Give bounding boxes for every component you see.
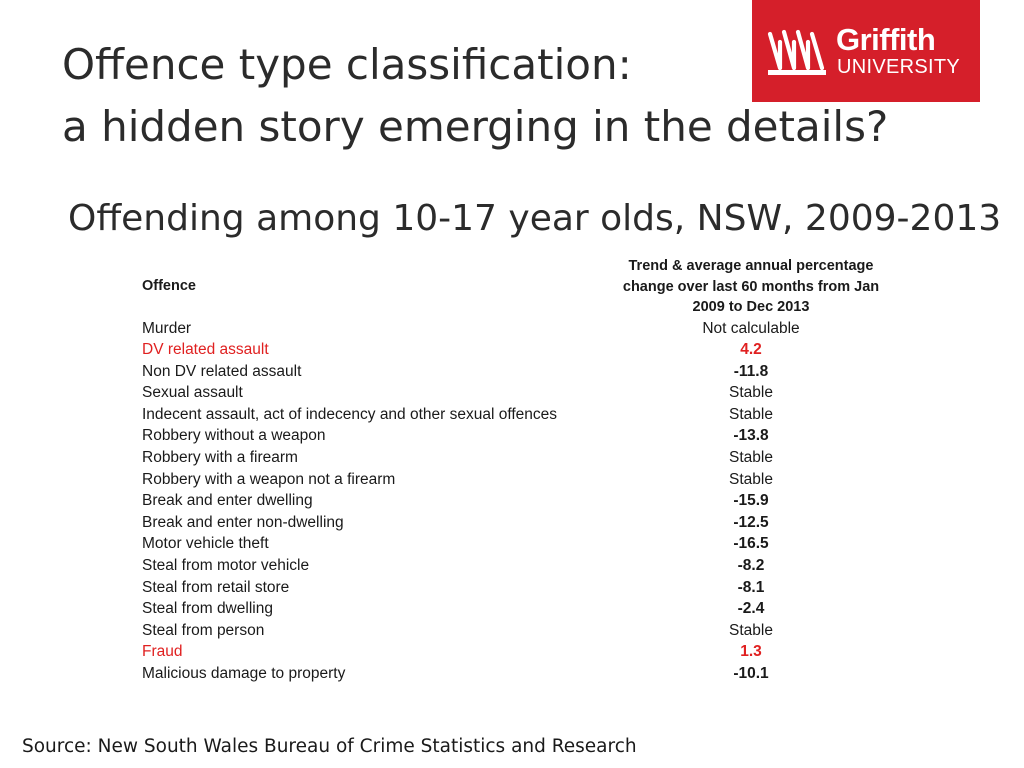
offence-cell: Non DV related assault (142, 362, 302, 380)
table-row: Robbery with a weapon not a firearm Stabl… (138, 469, 896, 491)
trend-cell: -13.8 (733, 427, 769, 445)
offence-cell: Steal from dwelling (142, 600, 273, 618)
table-row: Indecent assault, act of indecency and o… (138, 404, 896, 426)
slide-title: Offence type classification: a hidden st… (62, 34, 888, 158)
table-row: Sexual assault Stable (138, 382, 896, 404)
table-row: Robbery without a weapon -13.8 (138, 425, 896, 447)
trend-cell: Not calculable (702, 319, 800, 337)
offence-cell: Sexual assault (142, 384, 243, 402)
table-row: Steal from person Stable (138, 620, 896, 642)
offence-trend-table: Offence Trend & average annual percentag… (138, 256, 896, 685)
table-row: Break and enter dwelling -15.9 (138, 490, 896, 512)
trend-cell: Stable (729, 621, 773, 639)
header-trend: Trend & average annual percentage change… (622, 258, 880, 315)
offence-cell: Robbery with a weapon not a firearm (142, 470, 396, 488)
griffith-emblem-icon (767, 29, 826, 75)
offence-cell: Indecent assault, act of indecency and o… (142, 405, 558, 423)
trend-cell: Stable (729, 405, 773, 423)
trend-cell: -10.1 (733, 665, 769, 682)
table-row: Steal from motor vehicle -8.2 (138, 555, 896, 577)
table-row: Robbery with a firearm Stable (138, 447, 896, 469)
table-row: DV related assault 4.2 (138, 339, 896, 361)
offence-cell: Robbery without a weapon (142, 427, 326, 445)
offence-cell: Robbery with a firearm (142, 449, 298, 467)
trend-cell: -12.5 (733, 513, 769, 531)
griffith-university-logo: Griffith UNIVERSITY (752, 0, 980, 102)
trend-cell: -8.1 (737, 578, 765, 596)
trend-cell: 4.2 (740, 341, 762, 359)
trend-cell: 1.3 (740, 643, 762, 661)
offence-cell: Break and enter dwelling (142, 492, 313, 510)
table-row: Murder Not calculable (138, 318, 896, 340)
offence-cell: Motor vehicle theft (142, 535, 269, 553)
logo-wordmark-university: UNIVERSITY (837, 56, 961, 78)
offence-cell: Malicious damage to property (142, 665, 346, 682)
table-row: Malicious damage to property -10.1 (138, 663, 896, 685)
slide-subtitle: Offending among 10-17 year olds, NSW, 20… (68, 198, 1002, 239)
title-line-1: Offence type classification: (62, 40, 632, 89)
table-row: Steal from retail store -8.1 (138, 577, 896, 599)
trend-cell: -2.4 (737, 600, 765, 618)
offence-cell: Steal from person (142, 621, 265, 639)
trend-cell: -16.5 (733, 535, 769, 553)
source-citation: Source: New South Wales Bureau of Crime … (22, 736, 637, 757)
table-header-row: Offence Trend & average annual percentag… (138, 256, 896, 318)
trend-cell: -11.8 (733, 362, 769, 380)
offence-cell: Break and enter non-dwelling (142, 513, 344, 531)
trend-cell: -15.9 (733, 492, 769, 510)
logo-wordmark-griffith: Griffith (836, 22, 936, 57)
trend-cell: Stable (729, 384, 773, 402)
title-line-2: a hidden story emerging in the details? (62, 102, 889, 151)
header-offence: Offence (142, 277, 196, 294)
offence-cell: Murder (142, 319, 192, 337)
offence-cell: Fraud (142, 643, 183, 661)
trend-cell: Stable (729, 470, 773, 488)
table-row: Steal from dwelling -2.4 (138, 598, 896, 620)
offence-cell: Steal from retail store (142, 578, 290, 596)
trend-cell: Stable (729, 449, 773, 467)
offence-cell: DV related assault (142, 341, 269, 359)
table-row: Non DV related assault -11.8 (138, 361, 896, 383)
offence-cell: Steal from motor vehicle (142, 557, 310, 575)
trend-cell: -8.2 (737, 557, 765, 575)
table-body: Murder Not calculable DV related assault 4.… (138, 318, 896, 685)
table-row: Motor vehicle theft -16.5 (138, 533, 896, 555)
table-row: Break and enter non-dwelling -12.5 (138, 512, 896, 534)
table-row: Fraud 1.3 (138, 641, 896, 663)
